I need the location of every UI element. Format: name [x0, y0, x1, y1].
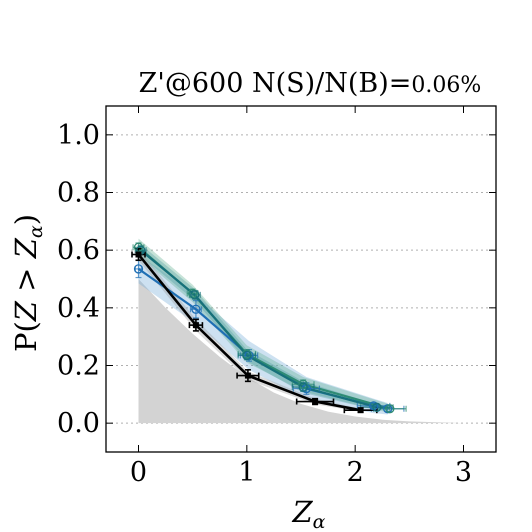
series-1-point-3	[298, 379, 308, 389]
reference-area-fill	[138, 279, 464, 424]
series-3-point-2	[244, 372, 251, 379]
series-0-point-0	[133, 264, 144, 274]
data-points	[133, 242, 395, 414]
y-tick-labels: 0.0 0.2 0.4 0.6 0.8 1.0	[57, 120, 100, 439]
y-tick-label-2: 0.4	[57, 293, 100, 324]
reference-area	[138, 279, 464, 424]
x-tick-label-2: 2	[347, 457, 364, 488]
chart-title: Z'@600 N(S)/N(B)=0.06%	[139, 68, 482, 99]
series-3-point-1	[192, 322, 199, 329]
series-0-band	[138, 254, 388, 415]
series-3-point-0	[135, 251, 142, 258]
y-axis-label: P(Z > Zα)	[9, 214, 47, 352]
chart-title-value: 0.06%	[411, 73, 481, 98]
chart-title-main: Z'@600 N(S)/N(B)=	[139, 68, 412, 99]
x-tick-label-1: 1	[238, 457, 255, 488]
series-1-point-4	[385, 404, 395, 414]
uncertainty-bands	[138, 238, 390, 415]
series-0-point-1	[191, 304, 201, 314]
series-3-band	[138, 248, 361, 412]
y-tick-label-4: 0.8	[57, 178, 100, 209]
series-1-point-1	[188, 288, 198, 299]
plot-frame	[105, 105, 497, 453]
series-2-point-1	[190, 290, 200, 300]
y-tick-label-0: 0.0	[57, 408, 100, 439]
x-tick-label-3: 3	[455, 457, 472, 488]
series-2-point-4	[372, 402, 382, 412]
x-tick-labels: 0 1 2 3	[130, 457, 472, 488]
x-axis-label: Zα	[292, 495, 326, 532]
series-2-point-2	[242, 350, 252, 361]
axis-ticks	[106, 106, 496, 452]
series-1-point-0	[133, 242, 144, 252]
y-tick-label-1: 0.2	[57, 351, 100, 382]
y-tick-label-5: 1.0	[57, 120, 100, 151]
y-tick-label-3: 0.6	[57, 235, 100, 266]
series-3-point-3	[312, 398, 319, 405]
series-3-point-4	[357, 407, 364, 414]
x-tick-label-0: 0	[130, 457, 147, 488]
series-2-point-3	[298, 382, 308, 392]
